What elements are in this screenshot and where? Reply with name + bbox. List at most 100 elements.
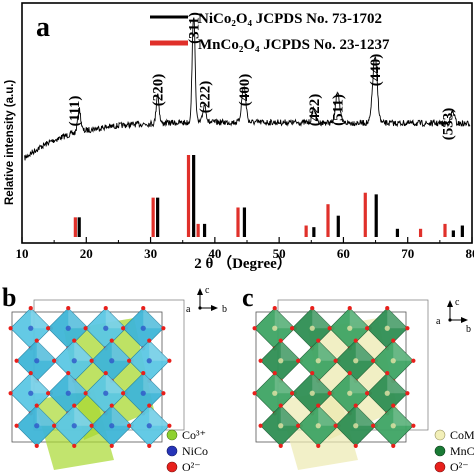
octahedron-facet (318, 340, 339, 361)
oxygen-atom (52, 423, 57, 428)
oxygen-atom (296, 358, 301, 363)
oxygen-atom (316, 443, 321, 448)
oxygen-atom (8, 326, 13, 331)
legend-b-nico: NiCo (182, 444, 208, 458)
oxygen-atom (127, 423, 132, 428)
oxygen-atom (385, 371, 390, 376)
oxygen-atom (14, 358, 19, 363)
oxygen-atom (252, 391, 257, 396)
x-tick-label: 60 (337, 246, 350, 261)
panel-c-structure: c c a b CoM MnC O²⁻ (242, 283, 474, 474)
legend-label-nico: NiCo₂O₄ JCPDS No. 73-1702 (198, 11, 382, 27)
oxygen-atom (127, 358, 132, 363)
octahedron-facet (280, 405, 301, 426)
oxygen-atom (333, 358, 338, 363)
octahedron-facet (105, 373, 126, 394)
hkl-label: (222) (198, 81, 214, 114)
oxygen-atom (316, 403, 321, 408)
oxygen-atom (365, 326, 370, 331)
legend-c-mnc: MnC (450, 444, 474, 458)
oxygen-atom (66, 371, 71, 376)
cation-atom (71, 423, 77, 429)
legend-b-co3: Co³⁺ (182, 428, 206, 442)
oxygen-atom (109, 443, 114, 448)
ref-stick-nico (242, 207, 247, 237)
axis-a-label-c: a (436, 316, 441, 327)
octahedron-facet (312, 373, 333, 394)
oxygen-atom (365, 391, 370, 396)
cation-atom (384, 390, 390, 396)
octahedron-facet (280, 340, 301, 361)
octahedron-facet (393, 405, 414, 426)
legend-c-mnc-dot (434, 445, 446, 457)
legend-c-com-dot (434, 429, 446, 441)
octahedron-facet (312, 308, 333, 329)
hkl-label: (440) (368, 54, 384, 87)
legend-b: Co³⁺ NiCo O²⁻ (166, 428, 208, 474)
octahedron-facet (149, 405, 170, 426)
cation-atom (272, 390, 278, 396)
ref-stick-mnco (186, 155, 191, 237)
hkl-label: (311) (187, 12, 203, 44)
cation-atom (65, 390, 71, 396)
panel-b-label: b (2, 283, 16, 312)
ref-stick-nico (156, 197, 160, 237)
cation-atom (103, 325, 109, 331)
oxygen-atom (89, 423, 94, 428)
oxygen-atom (14, 423, 19, 428)
cation-atom (390, 358, 396, 364)
oxygen-atom (252, 326, 257, 331)
ref-stick-mnco (151, 197, 155, 237)
oxygen-atom (391, 403, 396, 408)
octahedron-facet (36, 340, 57, 361)
octahedron-facet (74, 405, 95, 426)
panel-c-label: c (242, 283, 254, 312)
oxygen-atom (353, 403, 358, 408)
oxygen-atom (46, 391, 51, 396)
oxygen-atom (83, 326, 88, 331)
oxygen-atom (121, 391, 126, 396)
legend-c-com: CoM (450, 428, 474, 442)
octahedron-facet (111, 405, 132, 426)
oxygen-atom (161, 326, 166, 331)
octahedron-facet (393, 340, 414, 361)
oxygen-atom (34, 443, 39, 448)
octahedron-facet (30, 308, 51, 329)
octahedron-facet (274, 308, 295, 329)
octahedron-facet (36, 405, 57, 426)
x-tick-label: 10 (16, 246, 29, 261)
ref-stick-nico (312, 227, 316, 237)
axis-b-label-c: b (466, 324, 471, 335)
cation-atom (71, 358, 77, 364)
cation-atom (390, 423, 396, 429)
oxygen-atom (278, 403, 283, 408)
oxygen-atom (34, 338, 39, 343)
oxygen-atom (141, 306, 146, 311)
hkl-label: (220) (151, 74, 167, 107)
axis-indicator-b: c a b (186, 285, 227, 315)
octahedron-facet (355, 405, 376, 426)
x-tick-label: 30 (144, 246, 157, 261)
cation-atom (146, 423, 152, 429)
oxygen-atom (258, 423, 263, 428)
cation-atom (347, 390, 353, 396)
oxygen-atom (52, 358, 57, 363)
cation-atom (353, 423, 359, 429)
oxygen-atom (405, 326, 410, 331)
crystal-structure-c (252, 299, 429, 470)
cation-atom (347, 325, 353, 331)
oxygen-atom (258, 358, 263, 363)
cation-atom (109, 358, 115, 364)
octahedron-facet (318, 405, 339, 426)
ref-stick-mnco (443, 223, 447, 237)
oxygen-atom (290, 326, 295, 331)
ref-stick-mnco (304, 225, 308, 237)
cation-atom (140, 325, 146, 331)
oxygen-atom (147, 403, 152, 408)
ref-stick-nico (192, 155, 196, 237)
ref-stick-mnco (363, 192, 367, 237)
ref-stick-nico (460, 225, 464, 237)
cation-atom (278, 358, 284, 364)
oxygen-atom (167, 423, 172, 428)
hkl-label: (511) (331, 94, 347, 126)
